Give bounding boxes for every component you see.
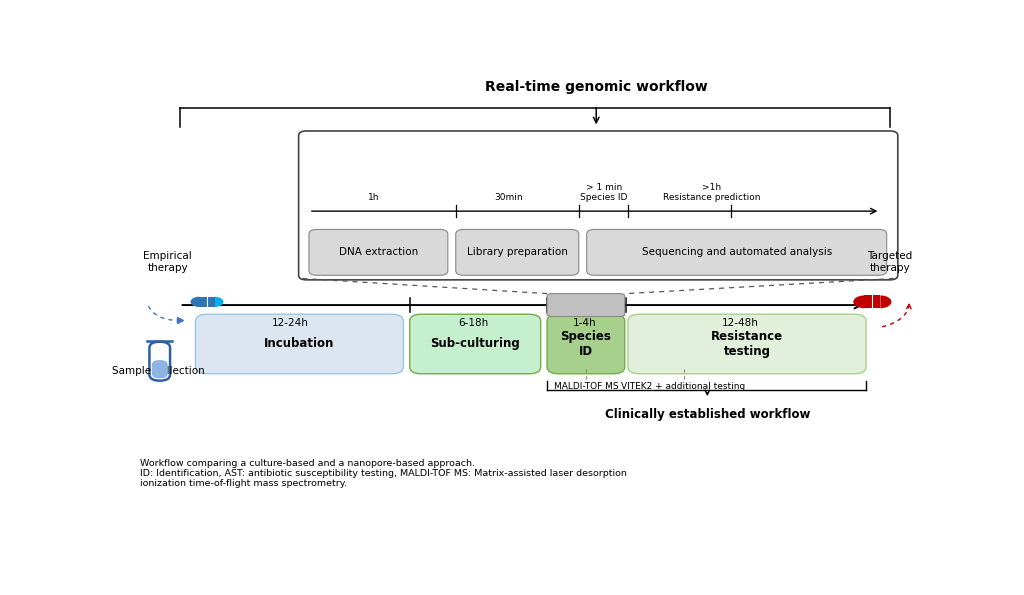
Text: 1h: 1h	[369, 193, 380, 202]
Text: Resistance
testing: Resistance testing	[711, 330, 783, 358]
Text: Library preparation: Library preparation	[467, 248, 567, 258]
Wedge shape	[881, 296, 892, 308]
FancyBboxPatch shape	[587, 230, 887, 275]
FancyBboxPatch shape	[152, 360, 168, 378]
FancyBboxPatch shape	[410, 314, 541, 374]
Text: VITEK2 + additional testing: VITEK2 + additional testing	[622, 381, 745, 390]
Text: Incubation: Incubation	[264, 337, 335, 350]
Bar	[200, 297, 214, 307]
FancyBboxPatch shape	[150, 342, 170, 381]
FancyBboxPatch shape	[196, 314, 403, 374]
Text: MALDI-TOF MS: MALDI-TOF MS	[554, 381, 618, 390]
Wedge shape	[214, 297, 223, 307]
Bar	[864, 296, 881, 308]
FancyBboxPatch shape	[628, 314, 866, 374]
Text: 1-4h: 1-4h	[572, 318, 596, 328]
FancyBboxPatch shape	[547, 293, 625, 317]
Wedge shape	[190, 297, 200, 307]
Text: 6-18h: 6-18h	[458, 318, 488, 328]
Text: DNA extraction: DNA extraction	[339, 248, 418, 258]
FancyBboxPatch shape	[299, 131, 898, 280]
Text: > 1 min
Species ID: > 1 min Species ID	[581, 183, 628, 202]
Wedge shape	[853, 296, 864, 308]
Text: 12-24h: 12-24h	[272, 318, 309, 328]
Text: 12-48h: 12-48h	[722, 318, 759, 328]
Text: Targeted
therapy: Targeted therapy	[867, 251, 912, 273]
Text: Sample collection: Sample collection	[112, 365, 205, 375]
Text: 30min: 30min	[495, 193, 523, 202]
Text: >1h
Resistance prediction: >1h Resistance prediction	[663, 183, 760, 202]
Text: Clinically established workflow: Clinically established workflow	[604, 408, 810, 421]
Text: Empirical
therapy: Empirical therapy	[143, 251, 193, 273]
Text: Sub-culturing: Sub-culturing	[430, 337, 520, 350]
Text: Workflow comparing a culture-based and a nanopore-based approach.
ID: Identifica: Workflow comparing a culture-based and a…	[140, 459, 627, 488]
Text: Species
ID: Species ID	[560, 330, 611, 358]
FancyBboxPatch shape	[547, 314, 625, 374]
FancyBboxPatch shape	[456, 230, 579, 275]
Text: Real-time genomic workflow: Real-time genomic workflow	[484, 80, 708, 94]
FancyBboxPatch shape	[309, 230, 447, 275]
Text: Sequencing and automated analysis: Sequencing and automated analysis	[642, 248, 831, 258]
